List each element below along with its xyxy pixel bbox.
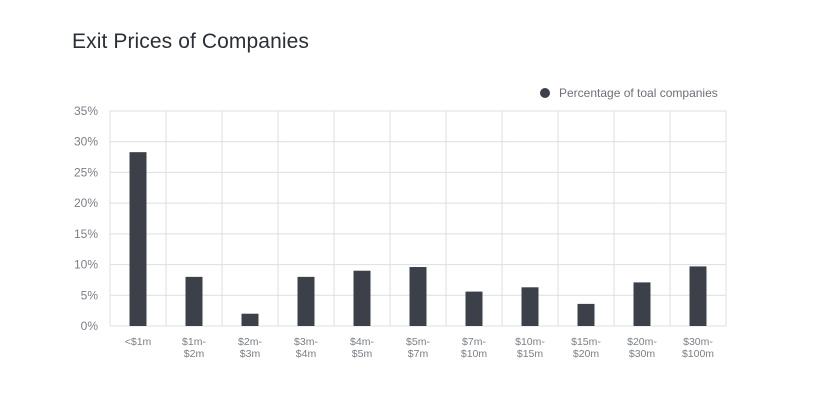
x-tick-label: $3m-$4m <box>294 336 318 360</box>
y-tick-label: 20% <box>74 196 98 210</box>
x-tick-label: $4m-$5m <box>350 336 374 360</box>
bar <box>129 152 147 326</box>
y-tick-label: 35% <box>74 104 98 118</box>
y-tick-label: 0% <box>81 319 99 333</box>
x-tick-label: $10m-$15m <box>515 336 545 360</box>
y-tick-label: 15% <box>74 227 98 241</box>
y-axis-ticks: 0% 5% 10% 15% 20% 25% 30% 35% <box>74 104 98 333</box>
chart-title: Exit Prices of Companies <box>72 30 309 53</box>
x-tick-label: $1m-$2m <box>182 336 206 360</box>
bar <box>353 270 371 326</box>
x-tick-label: $2m-$3m <box>238 336 262 360</box>
bar <box>577 303 595 326</box>
bar <box>241 313 259 326</box>
x-tick-label: $15m-$20m <box>571 336 601 360</box>
x-axis-ticks: <$1m $1m-$2m $2m-$3m $3m-$4m $4m-$5m $5m-$7m $… <box>125 336 715 360</box>
legend: Percentage of toal companies <box>540 86 718 100</box>
y-tick-label: 25% <box>74 165 98 179</box>
x-tick-label: $7m-$10m <box>461 336 488 360</box>
bar <box>185 276 203 326</box>
bar <box>521 287 539 326</box>
bar <box>409 267 427 326</box>
legend-label: Percentage of toal companies <box>559 86 718 100</box>
grid <box>109 110 727 327</box>
legend-marker <box>540 88 550 98</box>
x-tick-label: $30m-$100m <box>682 336 714 360</box>
bar <box>297 276 315 326</box>
bar <box>689 266 707 326</box>
bar <box>633 282 651 326</box>
x-tick-label: $5m-$7m <box>406 336 430 360</box>
y-tick-label: 10% <box>74 258 98 272</box>
y-tick-label: 30% <box>74 135 98 149</box>
y-tick-label: 5% <box>81 288 99 302</box>
x-tick-label: $20m-$30m <box>627 336 657 360</box>
bars <box>129 152 707 326</box>
bar <box>465 291 483 326</box>
x-tick-label: <$1m <box>125 336 152 348</box>
